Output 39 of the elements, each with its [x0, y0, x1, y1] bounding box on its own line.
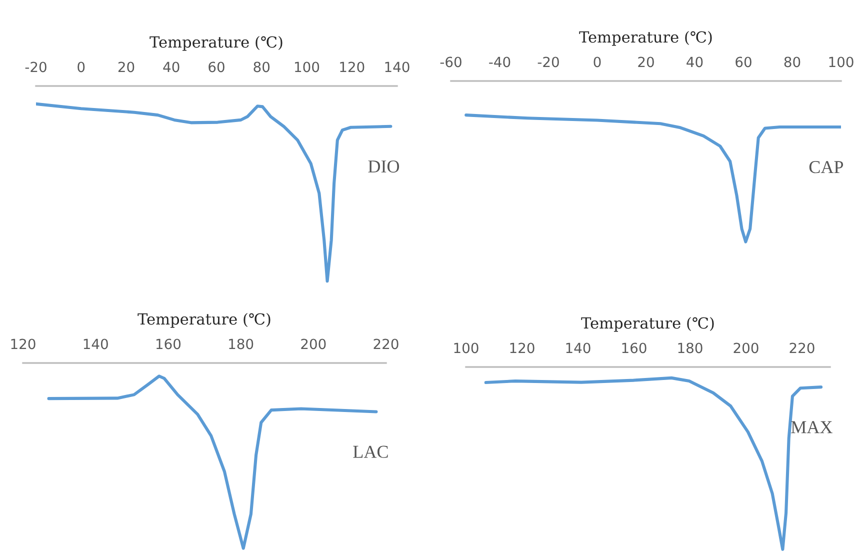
x-tick-label: 0 [78, 62, 85, 72]
x-tick-label: 160 [156, 338, 181, 350]
x-tick-label: 60 [736, 56, 752, 68]
x-tick-label: 120 [340, 62, 364, 72]
x-tick-label: 20 [118, 62, 134, 72]
x-tick-label: 100 [829, 56, 854, 68]
x-tick-label: 60 [208, 62, 224, 72]
x-axis-title: Temperature (℃) [150, 36, 282, 51]
x-tick-label: 220 [790, 342, 814, 354]
x-tick-label: 40 [686, 56, 703, 68]
x-axis-title: Temperature (℃) [138, 312, 270, 328]
x-tick-label: 140 [566, 342, 590, 354]
x-tick-label: 40 [163, 62, 180, 72]
x-tick-label: -40 [489, 56, 510, 68]
x-tick-label: 220 [374, 338, 398, 350]
x-tick-label: 160 [622, 342, 646, 354]
x-tick-label: -60 [440, 56, 462, 68]
x-axis-title: Temperature (℃) [581, 316, 714, 332]
x-tick-label: 100 [295, 62, 320, 72]
x-tick-label: 80 [784, 56, 800, 68]
x-tick-label: 80 [254, 62, 270, 72]
x-tick-label: 200 [301, 338, 326, 350]
x-tick-label: 140 [84, 338, 108, 350]
series-label: MAX [791, 421, 832, 434]
x-tick-label: 120 [510, 342, 534, 354]
x-tick-label: 20 [638, 56, 654, 68]
x-tick-label: -20 [538, 56, 559, 68]
x-tick-label: 200 [734, 342, 758, 354]
x-tick-label: 180 [678, 342, 702, 354]
x-tick-label: 140 [385, 62, 410, 72]
x-tick-label: 180 [229, 338, 254, 350]
x-tick-label: 0 [594, 56, 601, 68]
x-tick-label: -20 [25, 62, 46, 72]
x-tick-label: 100 [454, 342, 478, 354]
x-tick-label: 120 [11, 338, 36, 350]
x-axis-title: Temperature (℃) [579, 30, 712, 46]
series-label: LAC [353, 446, 388, 458]
series-label: DIO [368, 160, 400, 173]
series-label: CAP [809, 161, 844, 174]
